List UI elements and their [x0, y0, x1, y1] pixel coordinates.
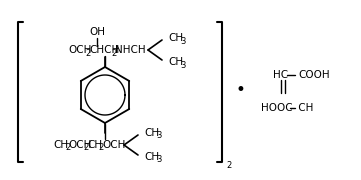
Text: 2: 2	[65, 143, 70, 152]
Text: 2: 2	[85, 48, 90, 57]
Text: CH: CH	[168, 33, 183, 43]
Text: 3: 3	[156, 132, 161, 141]
Text: CH: CH	[144, 128, 159, 138]
Text: 3: 3	[156, 156, 161, 165]
Text: CH: CH	[144, 152, 159, 162]
Text: NHCH: NHCH	[115, 45, 145, 55]
Text: 2: 2	[226, 161, 232, 170]
Text: CH: CH	[295, 103, 313, 113]
Text: CH: CH	[53, 140, 68, 150]
Text: OCH: OCH	[68, 45, 91, 55]
Text: 2: 2	[111, 48, 116, 57]
Text: OH: OH	[89, 27, 105, 37]
Text: HOOC: HOOC	[261, 103, 293, 113]
Text: HC: HC	[273, 70, 288, 80]
Text: 2: 2	[98, 143, 103, 152]
Text: 3: 3	[180, 37, 186, 46]
Text: CH: CH	[87, 140, 102, 150]
Text: CH: CH	[168, 57, 183, 67]
Text: OCH: OCH	[102, 140, 125, 150]
Text: 2: 2	[83, 143, 88, 152]
Text: OCH: OCH	[68, 140, 91, 150]
Text: COOH: COOH	[298, 70, 330, 80]
Text: CHCH: CHCH	[89, 45, 119, 55]
Text: 3: 3	[180, 60, 186, 69]
Text: •: •	[235, 81, 245, 99]
